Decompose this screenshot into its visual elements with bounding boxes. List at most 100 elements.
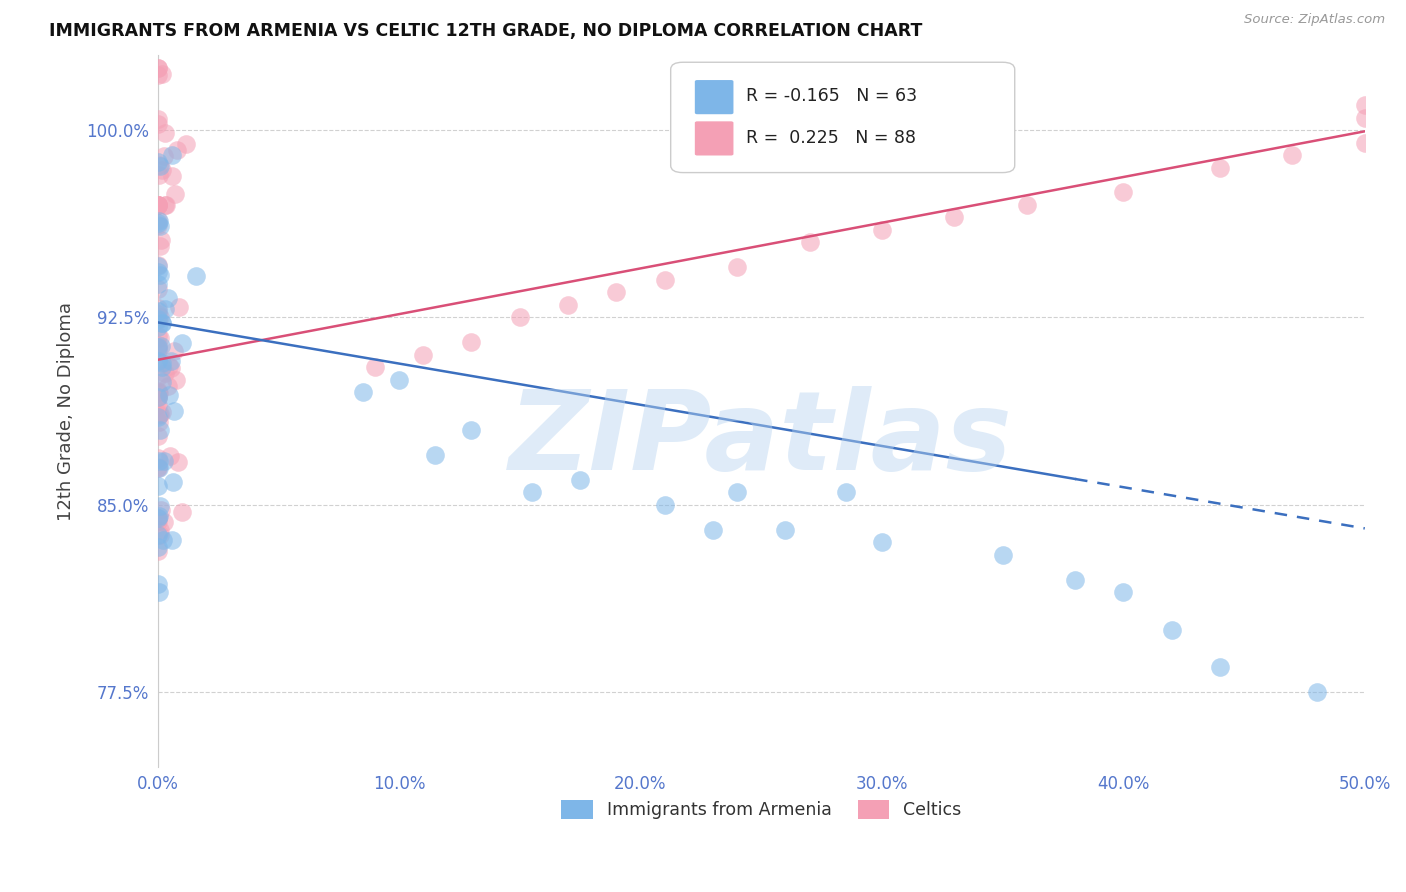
Point <box>146 112 169 126</box>
Point <box>148 69 170 83</box>
Point <box>160 533 183 548</box>
Point <box>159 449 181 463</box>
Point <box>1354 136 1376 150</box>
Point <box>167 300 190 314</box>
Point <box>702 523 724 537</box>
Point <box>148 282 170 296</box>
Point <box>148 384 170 399</box>
Point <box>725 260 748 275</box>
Point <box>146 198 169 212</box>
Point <box>148 409 170 424</box>
Point <box>991 548 1014 562</box>
Point <box>146 341 169 355</box>
Point <box>146 544 169 558</box>
Point <box>148 312 170 326</box>
Point <box>146 511 169 525</box>
Point <box>352 385 374 400</box>
Point <box>149 233 172 247</box>
Point <box>1209 161 1232 175</box>
Point <box>153 366 176 380</box>
Point <box>775 523 797 537</box>
Point <box>148 61 170 75</box>
Point <box>146 218 169 232</box>
Point <box>146 429 169 443</box>
Point <box>153 126 176 140</box>
Point <box>146 117 169 131</box>
Point <box>166 455 188 469</box>
FancyBboxPatch shape <box>695 121 734 155</box>
Point <box>146 216 169 230</box>
Point <box>460 335 482 350</box>
Text: R =  0.225   N = 88: R = 0.225 N = 88 <box>745 128 915 146</box>
Point <box>148 585 170 599</box>
Point <box>148 158 170 172</box>
Point <box>162 475 184 489</box>
Text: ZIPatlas: ZIPatlas <box>509 386 1014 493</box>
Point <box>146 303 169 318</box>
Point <box>146 277 169 291</box>
Point <box>165 373 187 387</box>
Point <box>146 340 169 354</box>
Point <box>148 453 170 467</box>
Point <box>153 454 176 468</box>
Text: Source: ZipAtlas.com: Source: ZipAtlas.com <box>1244 13 1385 27</box>
Point <box>146 198 169 212</box>
Point <box>146 540 169 554</box>
Point <box>157 359 180 373</box>
Point <box>148 415 170 429</box>
Point <box>388 373 411 387</box>
Point <box>364 360 387 375</box>
Point <box>870 535 893 549</box>
Point <box>149 503 172 517</box>
Point <box>159 354 181 368</box>
Point <box>148 460 170 475</box>
Point <box>162 343 184 358</box>
Point <box>146 514 169 528</box>
Point <box>148 213 170 227</box>
Point <box>146 155 169 169</box>
Point <box>148 385 170 400</box>
Point <box>148 390 170 404</box>
Point <box>160 148 183 162</box>
Point <box>146 313 169 327</box>
Point <box>146 390 169 404</box>
Point <box>163 186 186 201</box>
Point <box>148 408 170 422</box>
Point <box>1015 198 1038 212</box>
Point <box>160 360 183 375</box>
Point <box>170 505 193 519</box>
Point <box>153 198 176 212</box>
Point <box>146 308 169 322</box>
Point <box>149 523 172 537</box>
Point <box>150 316 173 330</box>
Point <box>146 460 169 475</box>
Point <box>152 533 174 548</box>
Point <box>1112 186 1135 200</box>
Point <box>146 343 169 357</box>
FancyBboxPatch shape <box>671 62 1015 172</box>
Point <box>149 219 172 234</box>
Point <box>146 450 169 465</box>
Point <box>152 516 174 530</box>
Point <box>150 405 173 419</box>
Point <box>146 265 169 279</box>
Point <box>1112 585 1135 599</box>
Point <box>557 298 579 312</box>
Point <box>160 169 183 183</box>
Point <box>1209 660 1232 674</box>
Point <box>654 498 676 512</box>
Point <box>146 213 169 227</box>
Point <box>146 198 169 212</box>
Point <box>1305 685 1327 699</box>
Point <box>149 331 172 345</box>
Point <box>148 508 170 523</box>
Point <box>150 376 173 390</box>
Point <box>1354 98 1376 112</box>
Point <box>146 338 169 352</box>
Point <box>150 162 173 177</box>
Point <box>148 391 170 405</box>
Point <box>1160 623 1182 637</box>
Point <box>425 448 447 462</box>
Point <box>146 61 169 75</box>
Point <box>149 500 172 514</box>
